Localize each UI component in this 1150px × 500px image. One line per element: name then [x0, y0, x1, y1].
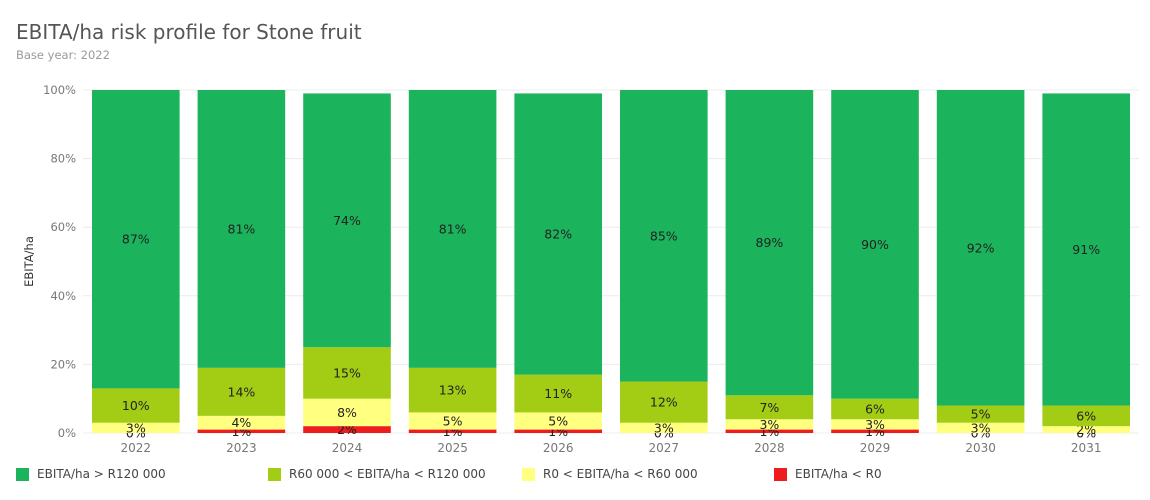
bar-value-label: 10% — [122, 398, 150, 413]
x-tick-label: 2024 — [332, 441, 363, 455]
bar-segment — [831, 90, 919, 399]
legend-label: R60 000 < EBITA/ha < R120 000 — [289, 467, 486, 481]
bar-value-label: 11% — [544, 386, 572, 401]
bar-value-label: 3% — [126, 420, 146, 435]
bar-segment — [408, 429, 497, 433]
y-tick-label: 100% — [43, 83, 76, 97]
legend-item[interactable]: EBITA/ha < R0 — [774, 467, 882, 481]
y-tick-label: 80% — [50, 152, 76, 166]
bar-segment — [92, 388, 180, 423]
x-tick-label: 2028 — [754, 441, 785, 455]
bar-value-label: 89% — [756, 235, 784, 250]
bar-value-label: 85% — [650, 228, 678, 243]
bar-segment — [620, 90, 708, 382]
bar-segment — [92, 90, 180, 389]
x-tick-label: 2031 — [1071, 441, 1102, 455]
bar-segment — [831, 429, 919, 433]
chart-subtitle: Base year: 2022 — [16, 48, 110, 62]
legend-label: EBITA/ha < R0 — [795, 467, 882, 481]
bar-segment — [514, 412, 602, 430]
bar-value-label: 14% — [228, 384, 256, 399]
bar-segment — [197, 90, 286, 368]
bar-segment — [92, 422, 180, 433]
bar-segment — [936, 422, 1025, 433]
y-tick-label: 40% — [50, 289, 76, 303]
bar-value-label: 5% — [971, 407, 991, 422]
chart-legend: EBITA/ha > R120 000 R60 000 < EBITA/ha < … — [0, 466, 1150, 486]
legend-label: R0 < EBITA/ha < R60 000 — [543, 467, 698, 481]
legend-item[interactable]: R0 < EBITA/ha < R60 000 — [522, 467, 698, 481]
bar-segment — [197, 415, 286, 430]
legend-label: EBITA/ha > R120 000 — [37, 467, 166, 481]
x-tick-label: 2023 — [226, 441, 257, 455]
legend-swatch — [522, 467, 535, 481]
bar-segment — [514, 374, 602, 413]
bar-segment — [408, 412, 497, 430]
bar-segment — [1042, 426, 1130, 433]
legend-swatch — [774, 467, 787, 481]
legend-swatch — [268, 467, 281, 481]
bar-segment — [725, 419, 814, 430]
bar-segment — [620, 422, 708, 433]
bar-value-label: 81% — [439, 221, 467, 236]
bar-segment — [936, 90, 1025, 406]
bar-segment — [303, 398, 391, 427]
x-tick-label: 2027 — [649, 441, 680, 455]
x-tick-label: 2030 — [965, 441, 996, 455]
bar-value-label: 6% — [1076, 408, 1096, 423]
bar-value-label: 13% — [439, 383, 467, 398]
bar-segment — [1042, 93, 1130, 406]
bar-value-label: 92% — [967, 240, 995, 255]
bar-value-label: 6% — [865, 401, 885, 416]
legend-swatch — [16, 467, 29, 481]
bar-segment — [514, 93, 602, 375]
y-tick-label: 60% — [50, 220, 76, 234]
bar-segment — [1042, 405, 1130, 427]
bar-segment — [408, 90, 497, 368]
bar-value-label: 7% — [759, 400, 779, 415]
bar-segment — [303, 347, 391, 399]
x-tick-label: 2025 — [437, 441, 468, 455]
bar-value-label: 12% — [650, 395, 678, 410]
y-tick-label: 0% — [58, 426, 76, 440]
bar-segment — [725, 395, 814, 420]
bar-value-label: 90% — [861, 237, 889, 252]
y-tick-label: 20% — [50, 357, 76, 371]
bar-value-label: 3% — [759, 417, 779, 432]
bar-segment — [408, 367, 497, 413]
bar-segment — [725, 429, 814, 433]
bar-segment — [936, 405, 1025, 423]
bar-value-label: 74% — [333, 213, 361, 228]
bar-value-label: 5% — [548, 413, 568, 428]
bar-value-label: 8% — [337, 405, 357, 420]
stacked-bar-chart: 0%20%40%60%80%100%EBITA/ha0%3%10%87%2022… — [22, 83, 1139, 455]
bar-value-label: 82% — [544, 227, 572, 242]
bar-value-label: 15% — [333, 365, 361, 380]
x-tick-label: 2029 — [860, 441, 891, 455]
y-axis-label: EBITA/ha — [22, 236, 36, 287]
bar-value-label: 5% — [443, 413, 463, 428]
x-tick-label: 2026 — [543, 441, 574, 455]
bar-segment — [620, 381, 708, 423]
bar-value-label: 3% — [971, 420, 991, 435]
bar-segment — [514, 429, 602, 433]
x-tick-label: 2022 — [121, 441, 152, 455]
bar-segment — [725, 90, 814, 396]
bar-segment — [831, 419, 919, 430]
bar-segment — [303, 426, 391, 433]
chart-title: EBITA/ha risk profile for Stone fruit — [16, 20, 362, 44]
bar-value-label: 3% — [654, 420, 674, 435]
bar-segment — [831, 398, 919, 420]
bar-value-label: 91% — [1072, 242, 1100, 257]
bar-value-label: 87% — [122, 232, 150, 247]
bar-segment — [197, 367, 286, 416]
bar-value-label: 3% — [865, 417, 885, 432]
bar-segment — [303, 93, 391, 348]
legend-item[interactable]: R60 000 < EBITA/ha < R120 000 — [268, 467, 486, 481]
bar-segment — [197, 429, 286, 433]
legend-item[interactable]: EBITA/ha > R120 000 — [16, 467, 166, 481]
bar-value-label: 81% — [228, 221, 256, 236]
bar-value-label: 4% — [231, 415, 251, 430]
